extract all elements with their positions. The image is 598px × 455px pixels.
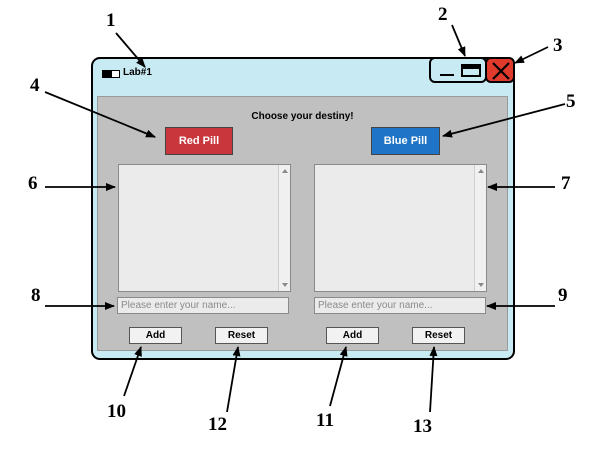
close-button[interactable] — [485, 57, 515, 83]
arrow-11 — [329, 346, 348, 407]
minimize-icon[interactable] — [437, 61, 457, 79]
callout-13: 13 — [413, 416, 432, 437]
client-area: Choose your destiny! Red Pill Blue Pill … — [97, 96, 508, 351]
right-add-button[interactable]: Add — [326, 327, 379, 344]
scroll-up-icon[interactable] — [282, 169, 288, 173]
red-pill-button[interactable]: Red Pill — [165, 127, 233, 155]
window-title: Lab#1 — [123, 67, 152, 78]
arrow-12 — [226, 346, 241, 413]
blue-pill-button[interactable]: Blue Pill — [371, 127, 440, 155]
left-name-input[interactable] — [117, 297, 289, 314]
right-listbox-scrollbar[interactable] — [474, 165, 486, 291]
app-window-icon — [102, 70, 120, 78]
arrow-4 — [44, 91, 156, 138]
right-reset-button[interactable]: Reset — [412, 327, 465, 344]
arrow-10 — [123, 346, 142, 397]
callout-1: 1 — [106, 10, 116, 31]
callout-7: 7 — [561, 173, 571, 194]
callout-5: 5 — [566, 91, 576, 112]
right-name-input[interactable] — [314, 297, 486, 314]
callout-10: 10 — [107, 401, 126, 422]
arrow-1 — [115, 32, 146, 68]
prompt-text: Choose your destiny! — [251, 111, 354, 122]
close-icon — [492, 62, 510, 80]
window-controls — [429, 57, 515, 83]
scroll-down-icon[interactable] — [282, 283, 288, 287]
left-listbox[interactable] — [118, 164, 291, 292]
scroll-down-icon[interactable] — [478, 283, 484, 287]
left-reset-button[interactable]: Reset — [215, 327, 268, 344]
callout-12: 12 — [208, 414, 227, 435]
callout-11: 11 — [316, 410, 334, 431]
callout-8: 8 — [31, 285, 41, 306]
left-listbox-scrollbar[interactable] — [278, 165, 290, 291]
callout-2: 2 — [438, 4, 448, 25]
callout-3: 3 — [553, 35, 563, 56]
right-listbox[interactable] — [314, 164, 487, 292]
arrow-2 — [451, 24, 466, 57]
callout-9: 9 — [558, 285, 568, 306]
maximize-icon[interactable] — [461, 64, 481, 77]
arrow-5 — [442, 103, 566, 138]
arrow-3 — [514, 46, 549, 64]
callout-4: 4 — [30, 75, 40, 96]
scroll-up-icon[interactable] — [478, 169, 484, 173]
arrow-13 — [429, 346, 438, 413]
callout-6: 6 — [28, 173, 38, 194]
left-add-button[interactable]: Add — [129, 327, 182, 344]
